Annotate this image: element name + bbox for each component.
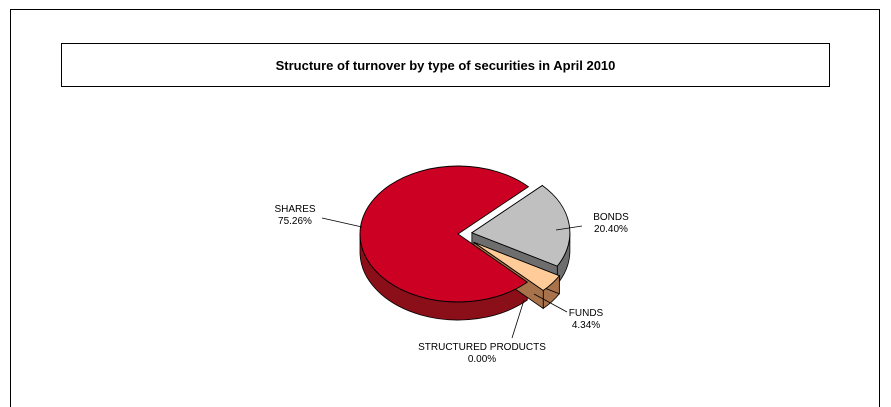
slice-value-label: 75.26% bbox=[278, 216, 312, 227]
leader-line bbox=[555, 225, 583, 231]
pie-slice bbox=[359, 165, 530, 303]
leader-line bbox=[321, 217, 363, 228]
slice-label: SHARES bbox=[274, 204, 315, 215]
chart-title: Structure of turnover by type of securit… bbox=[275, 57, 616, 73]
pie-slice bbox=[470, 184, 571, 267]
chart-frame bbox=[10, 9, 880, 407]
slice-value-label: 4.34% bbox=[572, 320, 600, 331]
slice-label: BONDS bbox=[593, 212, 629, 223]
leader-line bbox=[511, 299, 525, 339]
chart-title-box: Structure of turnover by type of securit… bbox=[61, 43, 830, 87]
slice-value-label: 0.00% bbox=[468, 354, 496, 365]
slice-label: FUNDS bbox=[569, 308, 604, 319]
slice-label: STRUCTURED PRODUCTS bbox=[418, 342, 546, 353]
slice-value-label: 20.40% bbox=[594, 224, 628, 235]
pie-slice bbox=[473, 241, 561, 292]
leader-line bbox=[533, 293, 568, 313]
